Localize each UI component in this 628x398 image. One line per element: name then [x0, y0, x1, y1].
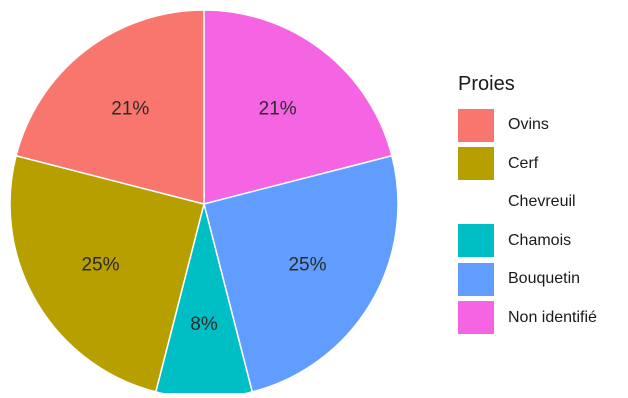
- pie-slice-non-identifi-: [203, 9, 393, 205]
- legend-key-ovins: [458, 108, 494, 142]
- pie-slices: [9, 9, 399, 398]
- legend-key-chevreuil: [458, 186, 494, 219]
- legend-item-chamois: Chamois: [458, 222, 628, 261]
- legend-item-bouquetin: Bouquetin: [458, 260, 628, 299]
- legend-items: Ovins Cerf Chevreuil Chamois Bouquetin Non id…: [458, 106, 628, 337]
- legend-label-chevreuil: Chevreuil: [508, 193, 576, 211]
- pie-label-cerf: 25%: [81, 255, 119, 276]
- pie-slice-ovins: [15, 9, 205, 205]
- legend-item-cerf: Cerf: [458, 145, 628, 184]
- legend-label-bouquetin: Bouquetin: [508, 270, 581, 288]
- pie-labels: 21% 25% 8% 25% 21%: [81, 99, 326, 335]
- pie-label-ovins: 21%: [111, 99, 149, 120]
- legend-item-ovins: Ovins: [458, 106, 628, 145]
- pie-label-chamois: 8%: [190, 314, 218, 335]
- legend-key-chamois: [458, 224, 494, 258]
- legend-item-chevreuil: Chevreuil: [458, 183, 628, 222]
- pie-slice-cerf: [9, 154, 205, 393]
- legend-title: Proies: [458, 73, 515, 95]
- legend-label-cerf: Cerf: [508, 154, 539, 172]
- pie-label-non-identifi-: 21%: [259, 99, 297, 120]
- legend-label-ovins: Ovins: [508, 116, 549, 134]
- pie-slice-bouquetin: [203, 154, 399, 393]
- legend-label-chamois: Chamois: [508, 231, 572, 249]
- legend-key-non-identifi-: [458, 301, 494, 335]
- legend-item-non-identifi-: Non identifié: [458, 299, 628, 338]
- legend-key-cerf: [458, 147, 494, 181]
- legend-key-bouquetin: [458, 262, 494, 296]
- legend-label-non-identifi-: Non identifié: [508, 308, 597, 326]
- legend: Proies Ovins Cerf Chevreuil Chamois Bouqueti…: [458, 70, 628, 337]
- pie-label-bouquetin: 25%: [288, 255, 326, 276]
